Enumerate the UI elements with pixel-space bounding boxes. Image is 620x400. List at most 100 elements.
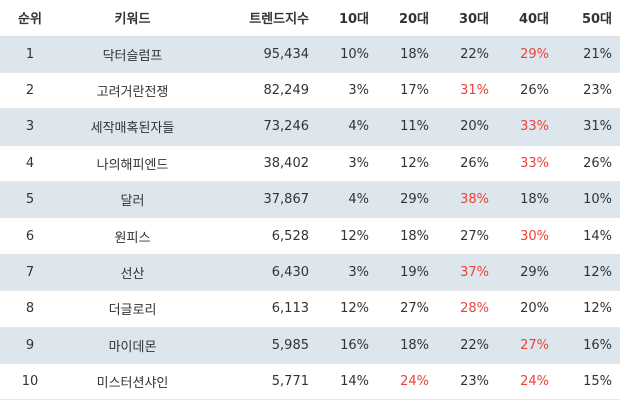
- rank-cell: 4: [25, 155, 35, 171]
- age-10s-cell: 10%: [340, 46, 369, 62]
- age-20s-cell: 18%: [400, 337, 429, 353]
- age-20s-cell: 24%: [400, 374, 429, 390]
- table-row: 10 미스터션샤인 5,771 14% 24% 23% 24% 15%: [0, 363, 620, 400]
- header-keyword: 키워드: [60, 0, 205, 37]
- age-20s-cell: 17%: [400, 83, 429, 99]
- age-40s-cell: 29%: [520, 265, 549, 281]
- age-10s-cell: 12%: [340, 301, 369, 317]
- trend-index-cell: 37,867: [263, 192, 310, 208]
- rank-cell: 1: [25, 46, 35, 62]
- keyword-cell: 미스터션샤인: [96, 376, 169, 392]
- age-10s-cell: 14%: [340, 374, 369, 390]
- keyword-cell: 원피스: [114, 230, 151, 246]
- age-20s-cell: 11%: [400, 119, 429, 135]
- age-10s-cell: 16%: [340, 337, 369, 353]
- keyword-cell: 세작매혹된자들: [90, 121, 175, 137]
- header-age-20s: 20대: [377, 0, 437, 37]
- age-20s-cell: 27%: [400, 301, 429, 317]
- table-row: 2 고려거란전쟁 82,249 3% 17% 31% 26% 23%: [0, 72, 620, 109]
- age-10s-cell: 3%: [348, 83, 369, 99]
- table-row: 5 달러 37,867 4% 29% 38% 18% 10%: [0, 181, 620, 218]
- header-age-30s: 30대: [437, 0, 497, 37]
- age-30s-cell: 37%: [460, 265, 489, 281]
- age-30s-cell: 27%: [460, 228, 489, 244]
- age-40s-cell: 30%: [520, 228, 549, 244]
- header-trend-index: 트렌드지수: [205, 0, 317, 37]
- age-30s-cell: 22%: [460, 337, 489, 353]
- rank-cell: 5: [25, 192, 35, 208]
- table-row: 3 세작매혹된자들 73,246 4% 11% 20% 33% 31%: [0, 108, 620, 146]
- keyword-cell: 나의해피엔드: [96, 157, 169, 173]
- age-30s-cell: 22%: [460, 46, 489, 62]
- age-40s-cell: 26%: [520, 83, 549, 99]
- age-30s-cell: 23%: [460, 374, 489, 390]
- table-row: 1 닥터슬럼프 95,434 10% 18% 22% 29% 21%: [0, 36, 620, 73]
- keyword-cell: 닥터슬럼프: [102, 48, 163, 64]
- age-30s-cell: 26%: [460, 155, 489, 171]
- keyword-cell: 선산: [120, 267, 145, 283]
- header-age-10s: 10대: [317, 0, 377, 37]
- header-row: 순위 키워드 트렌드지수 10대 20대 30대 40대 50대: [0, 0, 620, 37]
- table-header: 순위 키워드 트렌드지수 10대 20대 30대 40대 50대: [0, 0, 620, 37]
- header-age-50s: 50대: [557, 0, 620, 37]
- keyword-cell: 고려거란전쟁: [96, 85, 169, 101]
- rank-cell: 8: [25, 301, 35, 317]
- trend-index-cell: 5,985: [271, 337, 309, 353]
- age-40s-cell: 18%: [520, 192, 549, 208]
- age-40s-cell: 29%: [520, 46, 549, 62]
- age-40s-cell: 24%: [520, 374, 549, 390]
- age-40s-cell: 33%: [520, 155, 549, 171]
- table-row: 8 더글로리 6,113 12% 27% 28% 20% 12%: [0, 290, 620, 328]
- table-row: 4 나의해피엔드 38,402 3% 12% 26% 33% 26%: [0, 145, 620, 182]
- age-10s-cell: 3%: [348, 155, 369, 171]
- age-10s-cell: 12%: [340, 228, 369, 244]
- trend-index-cell: 6,430: [271, 265, 309, 281]
- keyword-cell: 마이데몬: [108, 339, 157, 355]
- age-30s-cell: 38%: [460, 192, 489, 208]
- age-30s-cell: 31%: [460, 83, 489, 99]
- table-row: 9 마이데몬 5,985 16% 18% 22% 27% 16%: [0, 327, 620, 364]
- age-40s-cell: 20%: [520, 301, 549, 317]
- age-40s-cell: 33%: [520, 119, 549, 135]
- rank-cell: 6: [25, 228, 35, 244]
- age-50s-cell: 26%: [583, 155, 612, 171]
- trend-index-cell: 38,402: [263, 155, 310, 171]
- age-50s-cell: 31%: [583, 119, 612, 135]
- age-20s-cell: 18%: [400, 228, 429, 244]
- keyword-cell: 더글로리: [108, 303, 157, 319]
- table-row: 6 원피스 6,528 12% 18% 27% 30% 14%: [0, 217, 620, 255]
- rank-cell: 3: [25, 119, 35, 135]
- age-50s-cell: 15%: [583, 374, 612, 390]
- age-10s-cell: 4%: [348, 192, 369, 208]
- age-50s-cell: 12%: [583, 301, 612, 317]
- age-20s-cell: 19%: [400, 265, 429, 281]
- age-50s-cell: 10%: [583, 192, 612, 208]
- keyword-cell: 달러: [120, 194, 145, 210]
- trend-index-cell: 95,434: [263, 46, 310, 62]
- table-row: 7 선산 6,430 3% 19% 37% 29% 12%: [0, 254, 620, 291]
- age-20s-cell: 12%: [400, 155, 429, 171]
- age-50s-cell: 14%: [583, 228, 612, 244]
- age-50s-cell: 23%: [583, 83, 612, 99]
- trend-index-cell: 5,771: [271, 374, 309, 390]
- rank-cell: 9: [25, 337, 35, 353]
- trend-index-cell: 82,249: [263, 83, 310, 99]
- age-50s-cell: 21%: [583, 46, 612, 62]
- age-50s-cell: 16%: [583, 337, 612, 353]
- rank-cell: 7: [25, 265, 35, 281]
- age-30s-cell: 28%: [460, 301, 489, 317]
- age-50s-cell: 12%: [583, 265, 612, 281]
- age-10s-cell: 3%: [348, 265, 369, 281]
- trend-index-cell: 6,528: [271, 228, 309, 244]
- rank-cell: 10: [21, 374, 39, 390]
- age-10s-cell: 4%: [348, 119, 369, 135]
- trend-index-cell: 73,246: [263, 119, 310, 135]
- age-40s-cell: 27%: [520, 337, 549, 353]
- table-body: 1 닥터슬럼프 95,434 10% 18% 22% 29% 21% 2 고려거란전쟁 82,249…: [0, 36, 620, 400]
- header-age-40s: 40대: [497, 0, 557, 37]
- age-20s-cell: 29%: [400, 192, 429, 208]
- age-30s-cell: 20%: [460, 119, 489, 135]
- rank-cell: 2: [25, 83, 35, 99]
- header-rank: 순위: [0, 0, 60, 37]
